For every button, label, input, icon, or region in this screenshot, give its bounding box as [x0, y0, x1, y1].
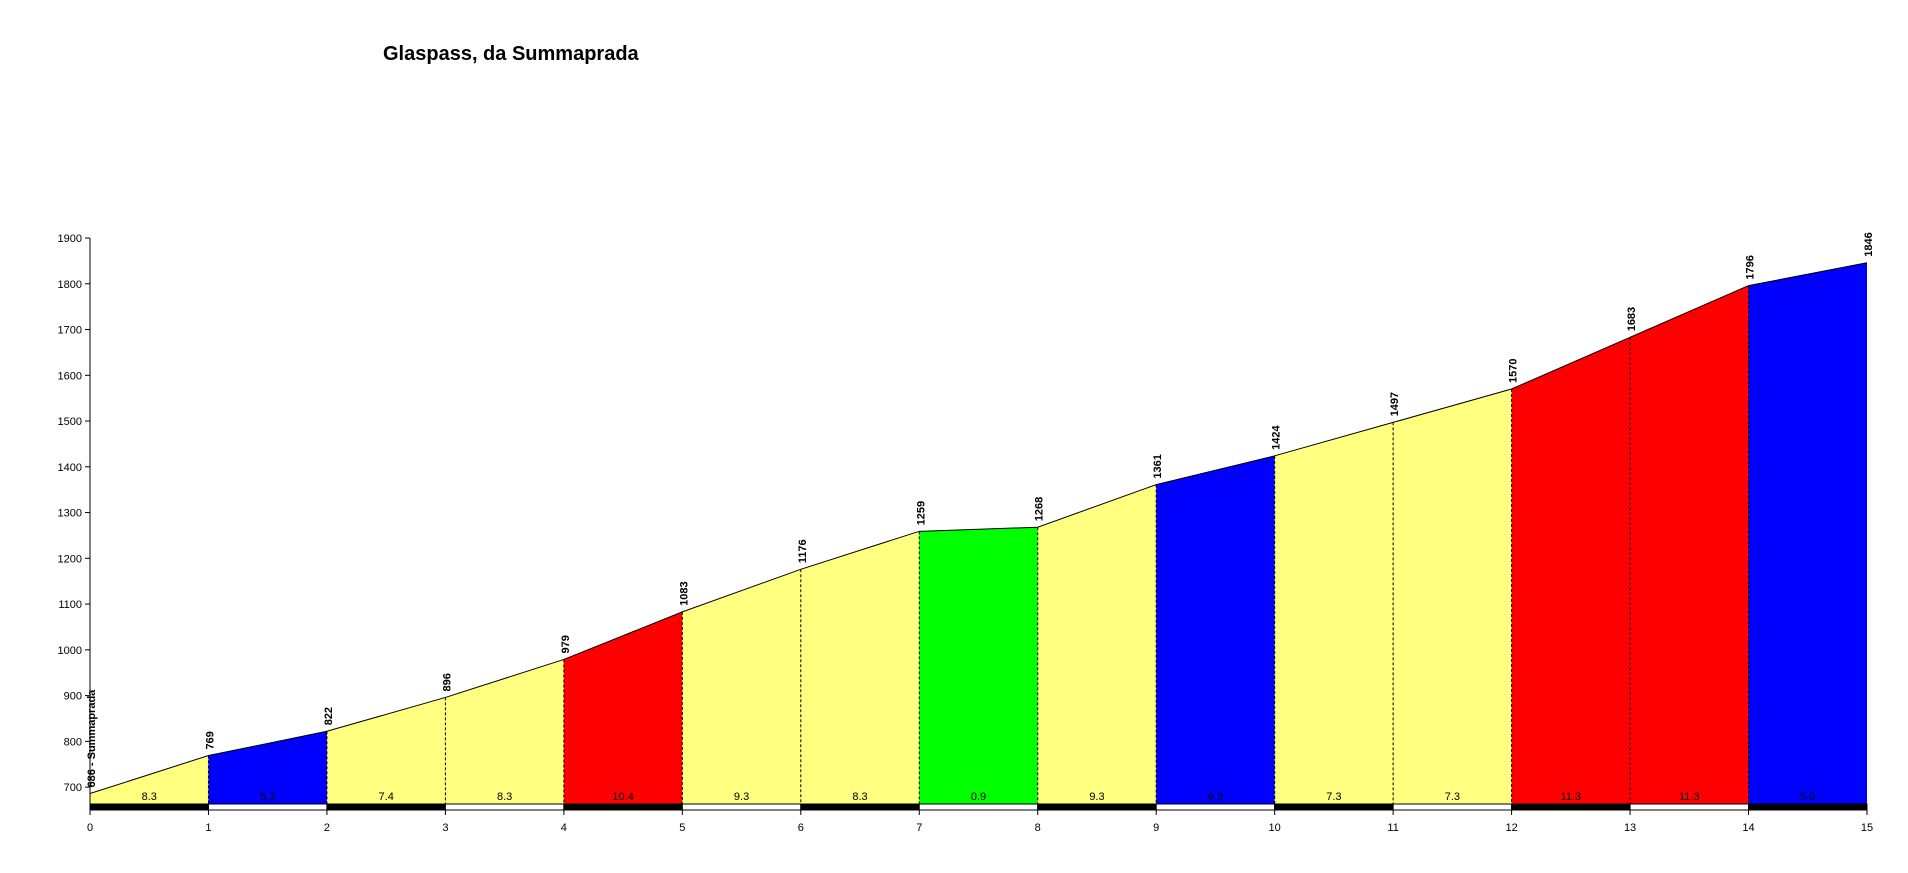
segment-8: [919, 527, 1038, 810]
x-tick-label-3: 3: [442, 822, 448, 834]
y-tick-label-1100: 1100: [58, 599, 82, 611]
y-tick-label-1800: 1800: [58, 279, 82, 291]
segment-2: [208, 731, 327, 810]
gradient-bar-2: [207, 803, 328, 811]
elevation-label-5: 1083: [678, 581, 690, 605]
segment-13: [1511, 337, 1631, 810]
gradient-label-5: 10.4: [612, 791, 633, 803]
x-tick-label-5: 5: [679, 822, 685, 834]
segment-10: [1156, 455, 1275, 810]
gradient-bar-12: [1392, 803, 1513, 811]
elevation-label-0: 686 - Summaprada: [86, 689, 98, 788]
segment-7: [800, 531, 920, 810]
gradient-label-2: 5.3: [260, 791, 275, 803]
x-tick-label-8: 8: [1035, 822, 1041, 834]
gradient-label-13: 11.3: [1561, 791, 1582, 803]
y-tick-label-700: 700: [64, 782, 82, 794]
x-tick-label-14: 14: [1742, 822, 1754, 834]
y-tick-label-1900: 1900: [58, 233, 82, 245]
x-tick-label-4: 4: [561, 822, 567, 834]
x-tick-label-7: 7: [916, 822, 922, 834]
elevation-label-13: 1683: [1626, 307, 1638, 331]
gradient-bar-1: [89, 803, 209, 811]
segment-5: [563, 611, 683, 810]
y-tick-label-1600: 1600: [58, 370, 82, 382]
x-tick-label-9: 9: [1153, 822, 1159, 834]
gradient-label-6: 9.3: [734, 791, 749, 803]
gradient-label-11: 7.3: [1326, 791, 1341, 803]
elevation-label-3: 896: [441, 673, 453, 691]
gradient-bar-14: [1629, 803, 1750, 811]
gradient-label-3: 7.4: [379, 791, 394, 803]
gradient-label-9: 9.3: [1089, 791, 1104, 803]
elevation-labels-layer: 686 - Summaprada 769 822 896 979 1083 1176 1259…: [86, 232, 1875, 787]
elevation-label-1: 769: [204, 731, 216, 749]
y-tick-label-800: 800: [64, 736, 82, 748]
elevation-label-6: 1176: [797, 539, 809, 563]
elevation-label-4: 979: [560, 635, 572, 653]
x-tick-label-15: 15: [1861, 822, 1873, 834]
elevation-label-12: 1570: [1508, 359, 1520, 383]
x-tick-label-1: 1: [205, 822, 211, 834]
dividers-layer: [207, 285, 1750, 804]
y-tick-label-1200: 1200: [58, 553, 82, 565]
x-tick-label-6: 6: [798, 822, 804, 834]
y-axis: 700 800 900 1000 1100 1200 1300 1400 1500 1600 170…: [58, 233, 91, 810]
x-tick-label-0: 0: [87, 822, 93, 834]
elevation-label-11: 1497: [1389, 392, 1401, 416]
elevation-label-14: 1796: [1745, 255, 1757, 279]
segment-6: [682, 569, 801, 810]
elevation-label-9: 1361: [1152, 454, 1164, 478]
x-tick-label-10: 10: [1269, 822, 1281, 834]
segment-12: [1393, 389, 1512, 810]
x-tick-label-2: 2: [324, 822, 330, 834]
elevation-label-7: 1259: [915, 501, 927, 525]
gradient-bar-8: [918, 803, 1039, 811]
gradient-label-7: 8.3: [852, 791, 867, 803]
elevation-label-10: 1424: [1271, 424, 1283, 449]
y-tick-label-1000: 1000: [58, 645, 82, 657]
segment-3: [326, 697, 446, 810]
y-tick-label-1700: 1700: [58, 325, 82, 337]
y-tick-label-1500: 1500: [58, 416, 82, 428]
y-tick-label-1300: 1300: [58, 508, 82, 520]
gradient-bar-7: [800, 803, 920, 811]
y-tick-label-900: 900: [64, 691, 82, 703]
gradient-bar-13: [1511, 803, 1631, 811]
gradient-bar-6: [681, 803, 802, 811]
segment-1: [90, 755, 209, 810]
x-tick-label-12: 12: [1505, 822, 1517, 834]
gradient-label-1: 8.3: [142, 791, 157, 803]
gradient-label-12: 7.3: [1445, 791, 1460, 803]
gradient-label-4: 8.3: [497, 791, 512, 803]
gradient-bar-15: [1748, 803, 1868, 811]
segment-4: [445, 659, 564, 810]
elevation-label-15: 1846: [1863, 232, 1875, 256]
segment-11: [1274, 422, 1394, 810]
gradient-bar-5: [563, 803, 683, 811]
gradient-bar-11: [1274, 803, 1394, 811]
y-tick-label-1400: 1400: [58, 462, 82, 474]
gradient-bar-3: [326, 803, 446, 811]
gradient-label-15: 5.0: [1800, 791, 1815, 803]
segment-9: [1037, 484, 1157, 810]
x-tick-label-13: 13: [1624, 822, 1636, 834]
elevation-label-2: 822: [323, 707, 335, 725]
segments-layer: [90, 262, 1867, 810]
gradient-bar-10: [1155, 803, 1276, 811]
x-axis: 0 1 2 3 4 5 6 7 8 9 10 11 12 13 14 15: [87, 809, 1873, 834]
gradient-label-10: 6.3: [1208, 791, 1223, 803]
segment-15: [1748, 262, 1867, 810]
gradient-label-14: 11.3: [1679, 791, 1700, 803]
x-tick-label-11: 11: [1387, 822, 1398, 834]
chart-title: Glaspass, da Summaprada: [383, 43, 639, 65]
segment-14: [1630, 285, 1749, 810]
profile-line: [89, 262, 1868, 795]
gradient-bar-9: [1037, 803, 1157, 811]
gradient-label-8: 0.9: [971, 791, 986, 803]
gradient-bar-4: [444, 803, 565, 811]
gradient-bars-layer: 8.3 5.3 7.4 8.3 10.4 9.3 8.3 0.9 9.3 6.3 7.3 7.3 11.…: [89, 791, 1868, 811]
elevation-label-8: 1268: [1034, 497, 1046, 521]
